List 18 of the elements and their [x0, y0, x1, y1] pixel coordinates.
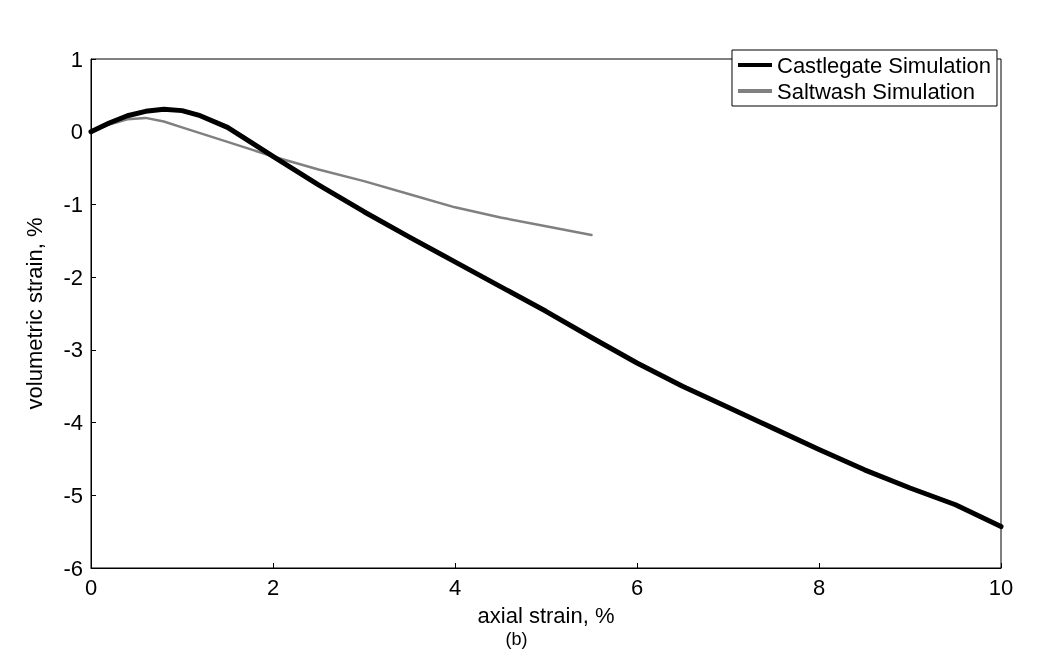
y-tick-label: -6 — [63, 555, 83, 581]
legend-label: Saltwash Simulation — [776, 78, 976, 104]
y-tick-label: -4 — [63, 410, 83, 436]
legend-label: Castlegate Simulation — [776, 52, 992, 78]
y-tick-label: -1 — [63, 191, 83, 217]
x-tick-label: 2 — [266, 574, 280, 600]
x-tick-label: 8 — [812, 574, 826, 600]
x-tick-label: 6 — [630, 574, 644, 600]
x-axis-title: axial strain, % — [477, 602, 615, 628]
x-tick-label: 10 — [988, 574, 1014, 600]
y-tick-label: 1 — [70, 46, 83, 72]
y-tick-label: -5 — [63, 482, 83, 508]
y-tick-label: -3 — [63, 337, 83, 363]
x-tick-label: 4 — [448, 574, 462, 600]
y-tick-label: 0 — [70, 119, 83, 145]
y-axis-title: volumetric strain, % — [21, 217, 47, 410]
text: (b) — [505, 629, 528, 649]
y-tick-label: -2 — [63, 264, 83, 290]
